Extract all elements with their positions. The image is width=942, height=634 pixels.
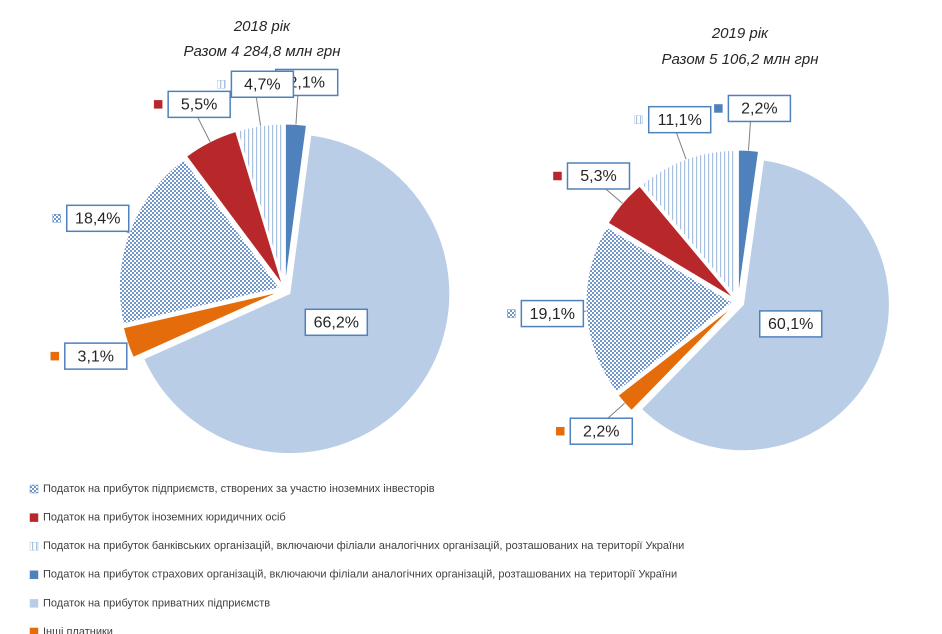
pie-slice xyxy=(585,226,733,393)
label-key xyxy=(556,426,565,436)
pie-title: 2019 рік xyxy=(711,25,769,42)
label-box xyxy=(167,90,231,119)
label-key xyxy=(50,351,60,361)
label-box xyxy=(64,342,128,370)
data-label: 11,1% xyxy=(658,112,702,129)
label-key xyxy=(507,309,516,318)
legend-swatch xyxy=(29,599,39,608)
data-label: 2,2% xyxy=(741,101,777,118)
legend-swatch xyxy=(29,627,39,634)
legend-label: Податок на прибуток підприємств, створен… xyxy=(43,483,435,495)
data-label: 60,1% xyxy=(768,316,813,333)
legend-swatch xyxy=(29,570,39,580)
label-box xyxy=(304,308,369,337)
data-label: 4,7% xyxy=(244,76,280,93)
data-label: 2,1% xyxy=(288,75,324,92)
label-key xyxy=(745,319,754,329)
legend-swatch xyxy=(29,484,39,494)
legend-swatch xyxy=(29,541,39,551)
pie-slice xyxy=(122,291,280,358)
pie-slice xyxy=(641,149,737,298)
pie-slice xyxy=(185,130,283,285)
label-key xyxy=(291,318,300,327)
label-key xyxy=(52,214,61,223)
pie-slice xyxy=(284,123,308,285)
pie-slice xyxy=(143,134,451,455)
label-box xyxy=(727,94,792,123)
label-box xyxy=(566,162,631,190)
data-label: 2,2% xyxy=(583,423,619,440)
legend-label: Податок на прибуток приватних підприємст… xyxy=(43,597,270,609)
pie-title: 2018 рік xyxy=(233,18,291,35)
data-label: 5,5% xyxy=(181,97,217,114)
legend-label: Податок на прибуток іноземних юридичних … xyxy=(43,512,286,524)
data-label: 5,3% xyxy=(580,168,616,185)
data-label: 66,2% xyxy=(314,315,359,332)
pie-slice xyxy=(617,305,734,412)
legend-swatch xyxy=(29,513,39,522)
pie-subtitle: Разом 4 284,8 млн грн xyxy=(184,43,341,60)
label-box xyxy=(230,70,295,99)
pie-subtitle: Разом 5 106,2 млн грн xyxy=(662,51,819,68)
legend-label: Інші платники xyxy=(43,626,113,634)
label-key xyxy=(153,100,163,109)
label-key xyxy=(634,115,643,124)
legend-label: Податок на прибуток страхових організаці… xyxy=(43,569,677,581)
data-label: 19,1% xyxy=(530,306,575,323)
label-box xyxy=(65,204,130,233)
label-box xyxy=(569,417,634,445)
data-label: 3,1% xyxy=(78,348,114,365)
label-key xyxy=(714,104,723,113)
pie-slice xyxy=(607,185,734,299)
label-box xyxy=(520,299,585,328)
legend-label: Податок на прибуток банківських організа… xyxy=(43,540,684,552)
label-key xyxy=(553,171,562,181)
label-key xyxy=(217,80,226,89)
pie-slice xyxy=(640,159,890,452)
label-box xyxy=(647,105,712,134)
pie-slice xyxy=(236,123,285,285)
label-box xyxy=(758,310,823,338)
data-label: 18,4% xyxy=(75,211,120,228)
